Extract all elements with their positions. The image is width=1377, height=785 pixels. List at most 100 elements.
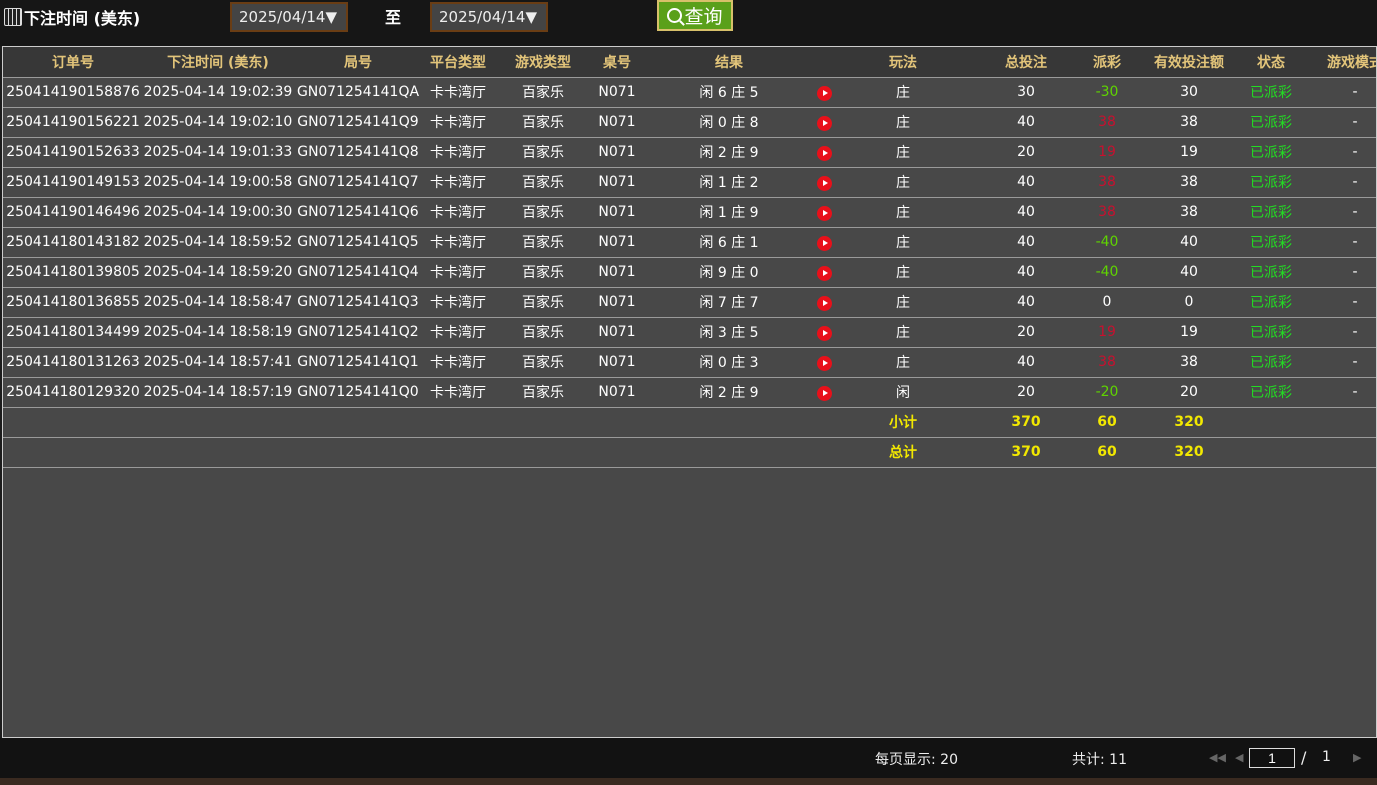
- prev-page-icon[interactable]: ◀: [1235, 751, 1244, 764]
- cell-bet-type: 庄: [829, 197, 977, 228]
- cell-replay[interactable]: [817, 77, 832, 108]
- cell-replay[interactable]: [817, 167, 832, 198]
- cell-round-id: GN071254141Q1: [293, 347, 423, 378]
- cell-round-id: GN071254141Q5: [293, 227, 423, 258]
- cell-valid-bet: 38: [1139, 167, 1239, 198]
- page-input[interactable]: [1249, 748, 1295, 768]
- play-replay-icon[interactable]: [817, 355, 832, 371]
- calendar-icon: [4, 8, 22, 26]
- cell-status: 已派彩: [1239, 167, 1303, 198]
- cell-platform: 卡卡湾厅: [423, 377, 493, 408]
- cell-total-bet: 40: [977, 227, 1075, 258]
- page-separator: /: [1301, 748, 1307, 767]
- cell-payout: 38: [1075, 167, 1139, 198]
- cell-game-type: 百家乐: [493, 287, 593, 318]
- cell-order-id: 250414190158876: [3, 77, 143, 108]
- cell-game-mode: -: [1303, 137, 1376, 168]
- cell-table-id: N071: [593, 227, 641, 258]
- date-from-value: 2025/04/14: [239, 8, 326, 26]
- cell-bet-type: 庄: [829, 287, 977, 318]
- cell-status: 已派彩: [1239, 257, 1303, 288]
- cell-game-mode: -: [1303, 377, 1376, 408]
- first-page-icon[interactable]: ◀◀: [1209, 751, 1226, 764]
- cell-total-bet: 40: [977, 167, 1075, 198]
- date-from-select[interactable]: 2025/04/14▼: [230, 2, 348, 32]
- cell-payout: 19: [1075, 317, 1139, 348]
- cell-replay[interactable]: [817, 107, 832, 138]
- cell-bet-time: 2025-04-14 19:02:10: [143, 107, 293, 138]
- play-replay-icon[interactable]: [817, 235, 832, 251]
- cell-bet-time: 2025-04-14 19:01:33: [143, 137, 293, 168]
- column-header: 总投注: [977, 47, 1075, 78]
- cell-result: 闲 3 庄 5: [641, 317, 817, 348]
- cell-game-type: 百家乐: [493, 137, 593, 168]
- cell-bet-time: 2025-04-14 18:58:47: [143, 287, 293, 318]
- table-header: 订单号 下注时间 (美东) 局号 平台类型 游戏类型 桌号 结果 玩法 总投注 派彩 有效投注额 状态…: [3, 47, 1376, 78]
- table-row: 250414190149153 2025-04-14 19:00:58 GN0712…: [3, 167, 1376, 198]
- cell-valid-bet: 19: [1139, 317, 1239, 348]
- cell-order-id: 250414180139805: [3, 257, 143, 288]
- table-row: 250414190156221 2025-04-14 19:02:10 GN0712…: [3, 107, 1376, 138]
- filter-label: 下注时间 (美东): [4, 5, 140, 29]
- cell-status: 已派彩: [1239, 77, 1303, 108]
- cell-table-id: N071: [593, 257, 641, 288]
- cell-payout: -30: [1075, 77, 1139, 108]
- total-label: 总计: [829, 437, 977, 468]
- cell-game-type: 百家乐: [493, 227, 593, 258]
- cell-order-id: 250414190149153: [3, 167, 143, 198]
- cell-table-id: N071: [593, 317, 641, 348]
- cell-bet-type: 庄: [829, 347, 977, 378]
- play-replay-icon[interactable]: [817, 115, 832, 131]
- cell-valid-bet: 40: [1139, 227, 1239, 258]
- next-page-icon[interactable]: ▶: [1353, 751, 1362, 764]
- cell-order-id: 250414190152633: [3, 137, 143, 168]
- cell-replay[interactable]: [817, 347, 832, 378]
- cell-payout: 38: [1075, 197, 1139, 228]
- play-replay-icon[interactable]: [817, 295, 832, 311]
- play-replay-icon[interactable]: [817, 175, 832, 191]
- cell-game-type: 百家乐: [493, 167, 593, 198]
- cell-round-id: GN071254141Q7: [293, 167, 423, 198]
- cell-replay[interactable]: [817, 257, 832, 288]
- cell-total-bet: 40: [977, 347, 1075, 378]
- total-row: 总计 370 60 320: [3, 437, 1376, 468]
- cell-round-id: GN071254141Q3: [293, 287, 423, 318]
- cell-game-mode: -: [1303, 317, 1376, 348]
- play-replay-icon[interactable]: [817, 385, 832, 401]
- cell-total-bet: 40: [977, 257, 1075, 288]
- cell-status: 已派彩: [1239, 317, 1303, 348]
- play-replay-icon[interactable]: [817, 85, 832, 101]
- cell-table-id: N071: [593, 347, 641, 378]
- total-bet: 370: [977, 437, 1075, 468]
- filter-label-text: 下注时间 (美东): [24, 9, 141, 28]
- cell-game-type: 百家乐: [493, 257, 593, 288]
- play-replay-icon[interactable]: [817, 145, 832, 161]
- cell-game-type: 百家乐: [493, 377, 593, 408]
- play-replay-icon[interactable]: [817, 205, 832, 221]
- cell-replay[interactable]: [817, 287, 832, 318]
- cell-replay[interactable]: [817, 227, 832, 258]
- cell-table-id: N071: [593, 137, 641, 168]
- cell-valid-bet: 38: [1139, 107, 1239, 138]
- cell-replay[interactable]: [817, 377, 832, 408]
- cell-total-bet: 20: [977, 377, 1075, 408]
- cell-payout: -20: [1075, 377, 1139, 408]
- column-header: 订单号: [3, 47, 143, 78]
- query-button[interactable]: 查询: [657, 0, 733, 31]
- cell-platform: 卡卡湾厅: [423, 227, 493, 258]
- cell-valid-bet: 38: [1139, 197, 1239, 228]
- cell-replay[interactable]: [817, 317, 832, 348]
- cell-bet-time: 2025-04-14 18:59:20: [143, 257, 293, 288]
- play-replay-icon[interactable]: [817, 265, 832, 281]
- date-to-value: 2025/04/14: [439, 8, 526, 26]
- cell-replay[interactable]: [817, 137, 832, 168]
- cell-game-mode: -: [1303, 227, 1376, 258]
- cell-platform: 卡卡湾厅: [423, 347, 493, 378]
- column-header: 局号: [293, 47, 423, 78]
- date-to-select[interactable]: 2025/04/14▼: [430, 2, 548, 32]
- table-row: 250414180131263 2025-04-14 18:57:41 GN0712…: [3, 347, 1376, 378]
- cell-game-mode: -: [1303, 197, 1376, 228]
- cell-replay[interactable]: [817, 197, 832, 228]
- cell-payout: 19: [1075, 137, 1139, 168]
- play-replay-icon[interactable]: [817, 325, 832, 341]
